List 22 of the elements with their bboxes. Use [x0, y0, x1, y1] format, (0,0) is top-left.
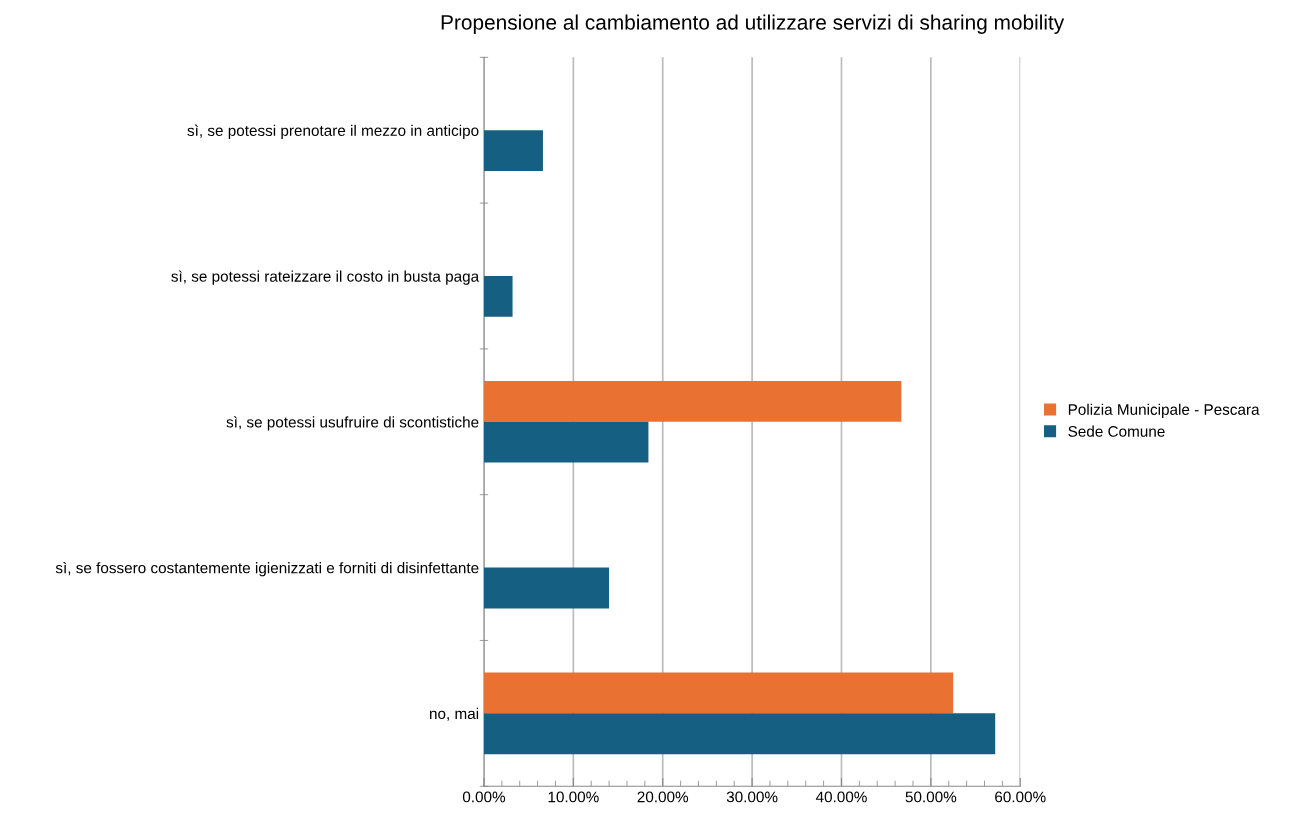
- y-tick-label: no, mai: [430, 707, 479, 721]
- y-tick-label: sì, se potessi rateizzare il costo in busta paga: [171, 270, 480, 285]
- bar: [483, 130, 543, 172]
- x-tick-label: 20.00%: [637, 791, 689, 803]
- bar: [483, 672, 954, 714]
- x-tick-label: 30.00%: [726, 791, 778, 803]
- x-tick-label: 10.00%: [548, 791, 599, 803]
- x-tick-label: 60.00%: [995, 791, 1046, 803]
- x-tick-label: 40.00%: [815, 791, 867, 803]
- bar: [483, 421, 649, 463]
- y-tick-label: sì, se potessi prenotare il mezzo in anticipo: [187, 124, 479, 140]
- y-tick-label: sì, se potessi usufruire di scontistiche: [226, 416, 479, 431]
- x-tick-label: 0.00%: [462, 791, 506, 803]
- chart-title: Propensione al cambiamento ad utilizzare servizi di sharing mobility: [441, 14, 1065, 34]
- bar: [483, 567, 610, 609]
- legend-label: Sede Comune: [1068, 425, 1165, 437]
- y-tick-label: sì, se fossero costantemente igienizzati e forniti di disinfettante: [55, 561, 479, 577]
- bar: [483, 713, 996, 755]
- x-tick-label: 50.00%: [905, 791, 957, 803]
- legend-label: Polizia Municipale - Pescara: [1068, 403, 1260, 418]
- bar: [483, 380, 902, 422]
- bar: [483, 276, 513, 317]
